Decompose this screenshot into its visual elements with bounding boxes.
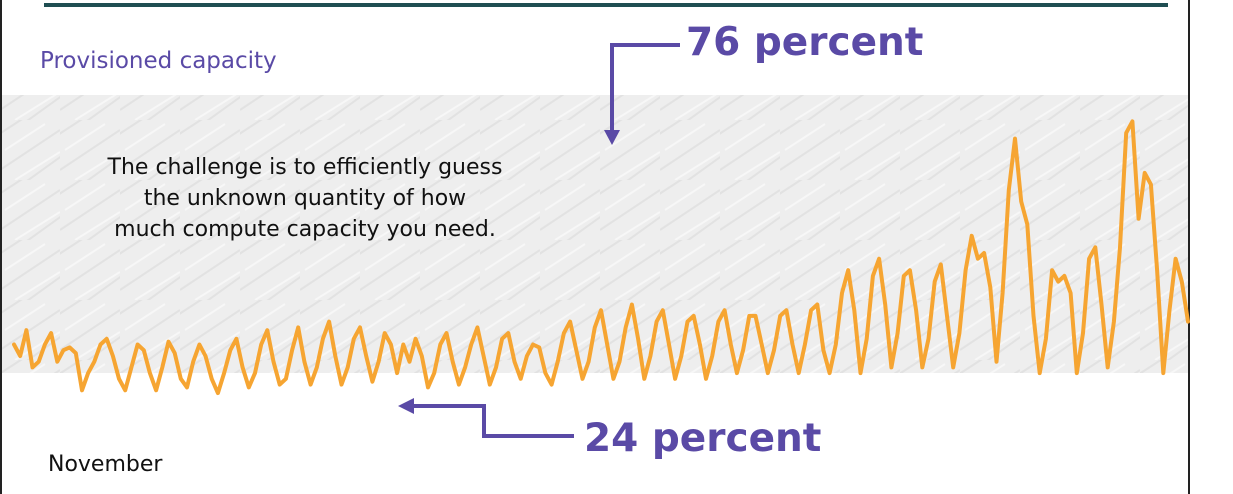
callout-line: much compute capacity you need. (114, 217, 496, 242)
frame-right-border (1188, 0, 1190, 494)
chart-subtitle: Provisioned capacity (40, 48, 277, 74)
callout-line: the unknown quantity of how (143, 186, 467, 211)
capacity-demand-line (12, 119, 1190, 396)
annotation-bottom-percent: 24 percent (584, 416, 822, 461)
frame-left-border (0, 0, 2, 494)
top-rule (44, 3, 1168, 7)
arrow-top (604, 43, 680, 145)
x-axis-month-label: November (48, 452, 163, 477)
challenge-callout: The challenge is to efficiently guess th… (60, 152, 550, 245)
arrow-bottom (398, 398, 574, 438)
annotation-top-percent: 76 percent (686, 20, 924, 65)
callout-line: The challenge is to efficiently guess (107, 155, 503, 180)
